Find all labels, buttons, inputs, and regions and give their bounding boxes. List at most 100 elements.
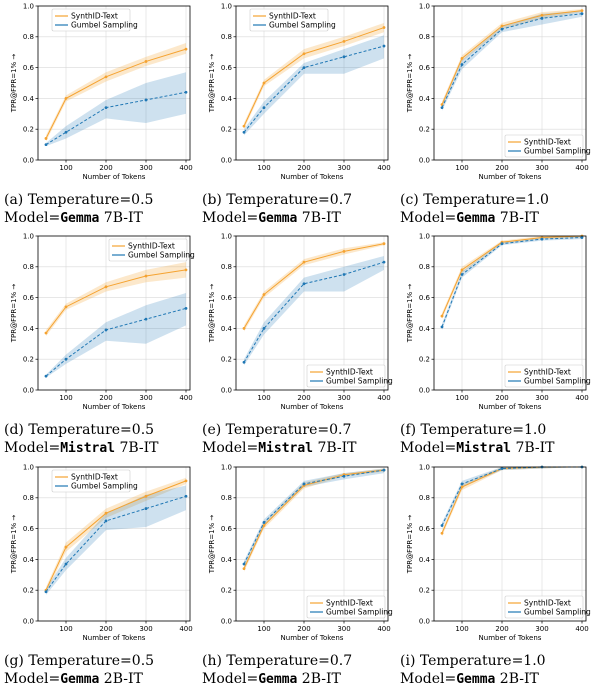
panel-caption: (h) Temperature=0.7 Model=Gemma 2B-IT	[202, 652, 397, 689]
data-point	[460, 485, 464, 489]
caption-model-name: Mistral	[456, 441, 512, 456]
data-point	[262, 81, 266, 85]
caption-model-prefix: Model=	[202, 440, 259, 456]
chart-panel-f: 0.0 0.2 0.4 0.6 0.8 1.0 100 200 300 400 Number of …	[396, 230, 592, 460]
caption-model-name: Gemma	[60, 672, 100, 687]
legend-box	[504, 595, 584, 619]
x-tick-label: 400	[179, 394, 192, 402]
x-tick-label: 300	[535, 164, 548, 172]
x-tick-label: 300	[139, 625, 152, 633]
data-point	[184, 47, 188, 51]
y-tick-label: 0.4	[419, 325, 431, 333]
data-point	[460, 482, 464, 486]
y-tick-label: 0.2	[221, 126, 232, 134]
caption-model-prefix: Model=	[202, 671, 259, 687]
y-tick-label: 0.6	[23, 64, 35, 72]
caption-model-suffix: 7B-IT	[99, 210, 143, 226]
confidence-band-gumbel	[244, 468, 384, 568]
data-point	[460, 56, 464, 60]
y-tick-label: 0.8	[419, 263, 430, 271]
x-tick-label: 200	[495, 394, 508, 402]
y-tick-label: 1.0	[221, 2, 232, 10]
x-tick-label: 100	[59, 394, 72, 402]
data-point	[44, 143, 48, 147]
y-tick-label: 0.6	[23, 525, 35, 533]
x-tick-label: 400	[377, 394, 390, 402]
data-point	[242, 360, 246, 364]
y-tick-label: 1.0	[221, 232, 232, 240]
plot-frame	[433, 5, 587, 161]
y-tick-label: 1.0	[221, 463, 232, 471]
x-tick-label: 200	[297, 164, 310, 172]
x-tick-label: 200	[297, 394, 310, 402]
confidence-band-synthid	[46, 477, 186, 594]
data-point	[262, 293, 266, 296]
y-tick-label: 0.4	[419, 556, 431, 564]
y-tick-label: 0.0	[419, 386, 430, 394]
data-point	[242, 124, 246, 128]
y-tick-label: 0.4	[221, 556, 233, 564]
x-tick-label: 200	[495, 164, 508, 172]
y-tick-label: 0.0	[419, 156, 430, 164]
x-tick-label: 200	[99, 394, 112, 402]
caption-model: Model=Gemma 7B-IT	[400, 209, 592, 228]
data-point	[262, 524, 266, 527]
data-point	[500, 242, 504, 246]
caption-temperature: (i) Temperature=1.0	[400, 653, 546, 669]
y-tick-label: 1.0	[23, 232, 34, 240]
caption-temperature: (c) Temperature=1.0	[400, 192, 549, 208]
y-axis-label: TPR@FPR=1% →	[208, 284, 216, 344]
data-point	[64, 130, 68, 134]
series-line-gumbel	[441, 466, 582, 526]
caption-temperature: (a) Temperature=0.5	[4, 192, 154, 208]
series-line-gumbel	[243, 45, 385, 133]
caption-model: Model=Mistral 7B-IT	[202, 439, 397, 458]
caption-model-suffix: 7B-IT	[115, 440, 159, 456]
x-tick-label: 200	[99, 164, 112, 172]
legend-label: SynthID-Text	[326, 599, 373, 608]
chart-svg: 0.0 0.2 0.4 0.6 0.8 1.0 100 200 300 400 Number of …	[10, 232, 195, 411]
caption-model-name: Gemma	[258, 211, 298, 226]
caption-temperature: (e) Temperature=0.7	[202, 422, 352, 438]
data-point	[184, 306, 188, 310]
x-axis-label: Number of Tokens	[479, 403, 542, 411]
data-point	[184, 90, 188, 94]
chart-svg: 0.0 0.2 0.4 0.6 0.8 1.0 100 200 300 400 Number of …	[208, 232, 393, 411]
legend-label: SynthID-Text	[128, 242, 175, 251]
data-point	[184, 494, 188, 498]
panel-caption: (f) Temperature=1.0 Model=Mistral 7B-IT	[400, 421, 592, 458]
y-tick-label: 0.2	[23, 126, 34, 134]
data-point	[104, 75, 108, 79]
data-point	[382, 468, 386, 472]
caption-model-suffix: 7B-IT	[313, 440, 357, 456]
y-tick-label: 1.0	[23, 463, 34, 471]
y-axis-label: TPR@FPR=1% →	[406, 515, 414, 575]
series-line-gumbel	[243, 261, 385, 363]
y-axis-label: TPR@FPR=1% →	[208, 515, 216, 575]
data-point	[460, 273, 464, 276]
y-tick-label: 0.6	[419, 294, 431, 302]
caption-model-suffix: 2B-IT	[99, 671, 143, 687]
y-tick-label: 0.0	[23, 617, 34, 625]
y-tick-label: 0.0	[221, 386, 232, 394]
y-axis-label: TPR@FPR=1% →	[406, 54, 414, 114]
panel-caption: (i) Temperature=1.0 Model=Gemma 2B-IT	[400, 652, 592, 689]
caption-temperature: (d) Temperature=0.5	[4, 422, 155, 438]
data-point	[580, 12, 584, 16]
y-tick-label: 0.2	[419, 356, 430, 364]
data-point	[184, 479, 188, 483]
confidence-band-gumbel	[244, 256, 384, 366]
caption-model-suffix: 7B-IT	[511, 440, 555, 456]
x-tick-label: 400	[377, 625, 390, 633]
y-tick-label: 0.0	[221, 617, 232, 625]
x-tick-label: 100	[455, 394, 468, 402]
confidence-band-gumbel	[244, 35, 384, 136]
chart-svg: 0.0 0.2 0.4 0.6 0.8 1.0 100 200 300 400 Number of …	[10, 2, 193, 181]
x-tick-label: 300	[535, 394, 548, 402]
plot-frame	[235, 466, 389, 622]
